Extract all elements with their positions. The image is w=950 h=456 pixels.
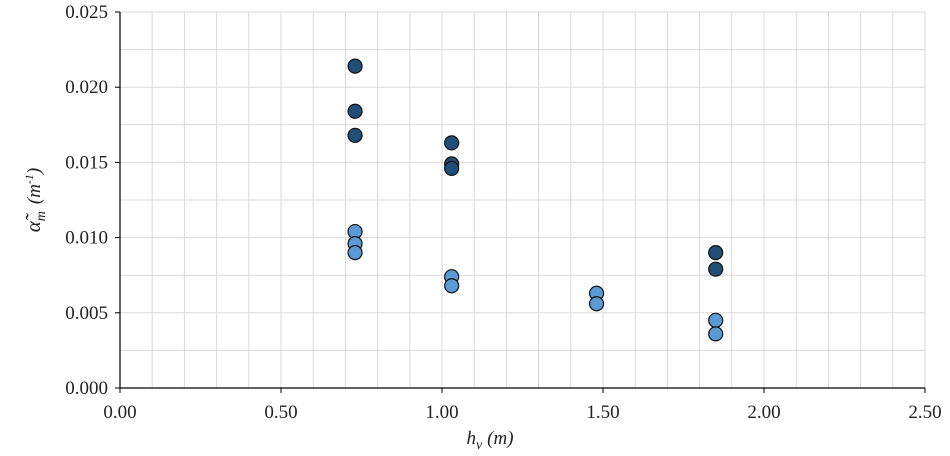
x-tick-label: 0.00 bbox=[103, 402, 136, 423]
data-point-dark bbox=[708, 245, 724, 261]
x-tick-label: 1.50 bbox=[586, 402, 619, 423]
y-tick-label: 0.015 bbox=[65, 152, 108, 173]
data-point-light bbox=[347, 245, 363, 261]
data-point-dark bbox=[444, 160, 460, 177]
data-point-light bbox=[588, 296, 605, 312]
axes bbox=[115, 11, 926, 393]
data-point-dark bbox=[347, 127, 363, 143]
data-point-light bbox=[444, 278, 460, 294]
y-tick-label: 0.010 bbox=[65, 228, 108, 249]
data-point-dark bbox=[347, 103, 363, 119]
data-point-light bbox=[708, 312, 724, 328]
tick-labels: 0.00 0.50 1.00 1.50 2.00 2.50 0.000 0.005 0.010 0… bbox=[65, 2, 941, 423]
grid bbox=[120, 11, 926, 388]
data-points bbox=[347, 58, 724, 342]
y-tick-label: 0.000 bbox=[65, 378, 108, 399]
x-tick-label: 1.00 bbox=[425, 402, 458, 423]
y-tick-label: 0.020 bbox=[65, 77, 108, 98]
y-axis-title: α̃m(m-1) bbox=[21, 168, 49, 233]
y-tick-label: 0.005 bbox=[65, 303, 108, 324]
data-point-dark bbox=[347, 58, 363, 74]
y-tick-label: 0.025 bbox=[65, 2, 108, 23]
x-tick-label: 2.50 bbox=[908, 402, 941, 423]
data-point-dark bbox=[444, 135, 460, 151]
x-tick-label: 0.50 bbox=[264, 402, 297, 423]
data-point-dark bbox=[708, 261, 724, 277]
data-point-light bbox=[708, 326, 724, 342]
x-axis-title: hv (m) bbox=[466, 428, 513, 453]
x-tick-label: 2.00 bbox=[747, 402, 780, 423]
